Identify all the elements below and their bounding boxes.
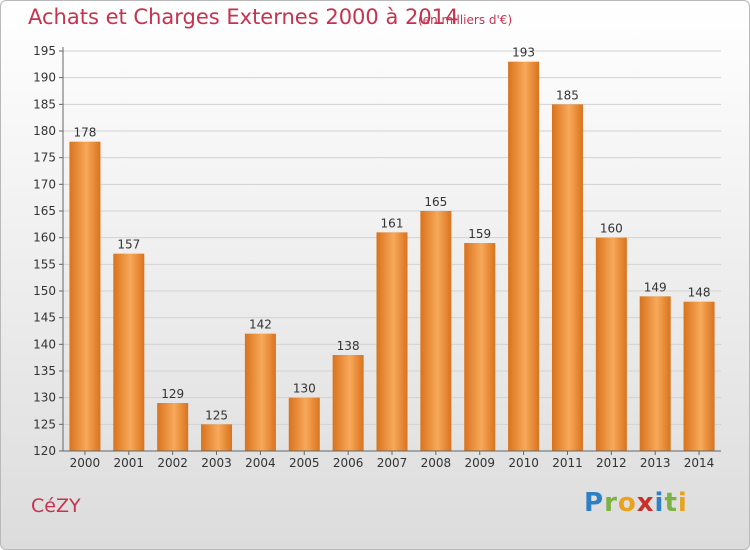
bar-2014 <box>683 301 715 451</box>
logo-letter: o <box>617 488 637 518</box>
logo-letter: x <box>636 488 655 518</box>
x-tick-label-2004: 2004 <box>245 456 276 470</box>
x-tick-label-2011: 2011 <box>552 456 583 470</box>
bar-2006 <box>332 355 364 451</box>
x-tick-label-2000: 2000 <box>70 456 101 470</box>
y-tick-label: 145 <box>33 311 56 325</box>
value-label-2010: 193 <box>512 46 535 60</box>
value-label-2002: 129 <box>161 387 184 401</box>
y-tick-label: 150 <box>33 284 56 298</box>
bar-2001 <box>113 253 145 451</box>
x-tick-label-2002: 2002 <box>157 456 188 470</box>
y-tick-label: 135 <box>33 364 56 378</box>
value-label-2006: 138 <box>337 339 360 353</box>
y-tick-label: 195 <box>33 44 56 58</box>
value-label-2011: 185 <box>556 88 579 102</box>
y-tick-label: 175 <box>33 151 56 165</box>
value-label-2012: 160 <box>600 222 623 236</box>
y-tick-label: 125 <box>33 417 56 431</box>
x-tick-label-2013: 2013 <box>640 456 671 470</box>
value-label-2013: 149 <box>644 280 667 294</box>
x-tick-label-2007: 2007 <box>377 456 408 470</box>
bar-2009 <box>464 243 496 451</box>
x-tick-label-2009: 2009 <box>464 456 495 470</box>
y-tick-label: 155 <box>33 257 56 271</box>
y-tick-label: 165 <box>33 204 56 218</box>
x-tick-label-2010: 2010 <box>508 456 539 470</box>
value-label-2005: 130 <box>293 382 316 396</box>
x-tick-label-2005: 2005 <box>289 456 320 470</box>
logo-letter: i <box>677 488 688 518</box>
y-tick-label: 185 <box>33 97 56 111</box>
y-tick-label: 120 <box>33 444 56 458</box>
bar-2012 <box>595 237 627 451</box>
x-tick-label-2006: 2006 <box>333 456 364 470</box>
x-tick-label-2014: 2014 <box>684 456 715 470</box>
bar-2008 <box>420 211 452 451</box>
value-label-2000: 178 <box>73 126 96 140</box>
y-tick-label: 160 <box>33 231 56 245</box>
proxiti-logo: Proxiti <box>584 488 688 518</box>
logo-letter: r <box>604 488 618 518</box>
axes <box>59 47 721 455</box>
bar-2004 <box>244 333 276 451</box>
bar-2011 <box>551 104 583 451</box>
value-label-2014: 148 <box>688 286 711 300</box>
bar-2003 <box>201 424 233 451</box>
y-tick-label: 130 <box>33 391 56 405</box>
x-tick-label-2008: 2008 <box>421 456 452 470</box>
value-label-2004: 142 <box>249 318 272 332</box>
chart-subtitle: (en milliers d'€) <box>418 13 513 27</box>
y-tick-label: 180 <box>33 124 56 138</box>
value-label-2008: 165 <box>424 195 447 209</box>
bars <box>69 61 715 452</box>
bar-2010 <box>508 61 540 452</box>
commune-name: CéZY <box>31 495 81 517</box>
labels: 120 125 130 135 140 145 150 155 160 165 170 175 180 1… <box>33 44 714 470</box>
y-tick-label: 140 <box>33 337 56 351</box>
bar-2005 <box>288 397 320 451</box>
logo-letter: i <box>654 488 665 518</box>
bar-2002 <box>157 403 189 451</box>
value-label-2003: 125 <box>205 408 228 422</box>
bar-2013 <box>639 296 671 451</box>
x-tick-label-2003: 2003 <box>201 456 232 470</box>
value-label-2001: 157 <box>117 238 140 252</box>
logo-letter: P <box>584 488 605 518</box>
y-tick-label: 190 <box>33 71 56 85</box>
x-tick-label-2001: 2001 <box>114 456 145 470</box>
value-label-2007: 161 <box>381 216 404 230</box>
bar-2000 <box>69 141 101 451</box>
chart-title: Achats et Charges Externes 2000 à 2014 <box>28 5 459 29</box>
value-label-2009: 159 <box>468 227 491 241</box>
bar-2007 <box>376 232 408 451</box>
x-tick-label-2012: 2012 <box>596 456 627 470</box>
logo-letter: t <box>664 488 678 518</box>
y-tick-label: 170 <box>33 177 56 191</box>
